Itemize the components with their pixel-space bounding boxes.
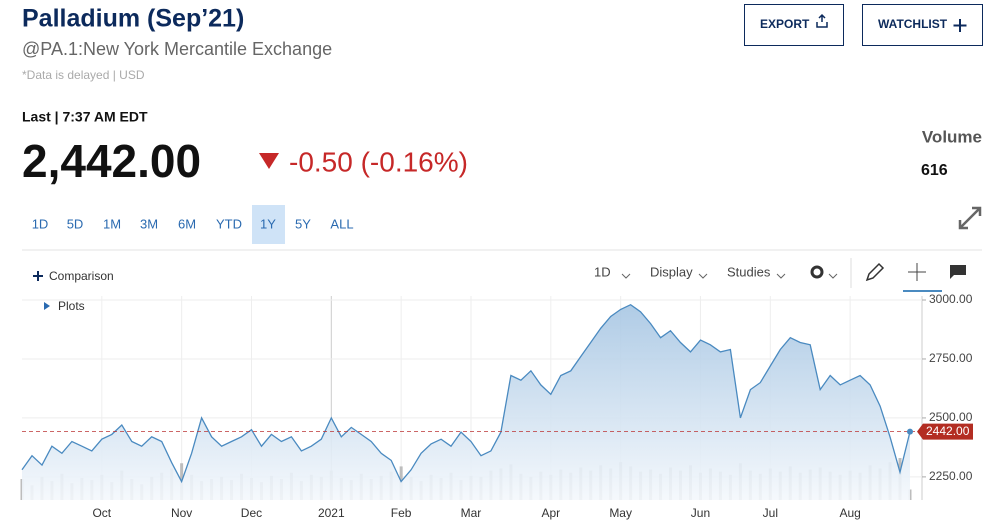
title: Palladium (Sep’21) xyxy=(22,5,244,33)
last-point xyxy=(907,428,913,435)
export-button[interactable]: EXPORT xyxy=(744,4,844,46)
x-tick-label: Nov xyxy=(171,506,192,520)
plus-icon xyxy=(33,271,43,281)
x-tick-label: Aug xyxy=(839,506,860,520)
display[interactable]: Display xyxy=(650,264,693,279)
note: *Data is delayed | USD xyxy=(22,68,145,82)
comment-icon[interactable] xyxy=(950,265,966,279)
x-tick-label: 2021 xyxy=(318,506,345,520)
crosshair-icon[interactable] xyxy=(908,263,926,281)
x-tick-label: Dec xyxy=(241,506,262,520)
range-button[interactable]: ALL xyxy=(330,216,353,231)
last-price-box xyxy=(917,423,973,440)
plot: Oct Nov Dec 2021 Feb Mar Apr May Jun Jul Aug 2250.0… xyxy=(20,292,973,520)
x-tick-label: Jun xyxy=(691,506,710,520)
x-tick-label: Jul xyxy=(763,506,778,520)
area-fill xyxy=(22,304,910,500)
button-label: WATCHLIST xyxy=(878,17,948,31)
interval[interactable]: 1D xyxy=(594,264,611,279)
x-tick-label: May xyxy=(609,506,632,520)
studies[interactable]: Studies xyxy=(727,264,771,279)
range-button[interactable]: 5D xyxy=(67,216,84,231)
price: 2,442.00 xyxy=(22,135,201,187)
watchlist-button[interactable]: WATCHLIST xyxy=(862,4,983,46)
y-tick-label: 2500.00 xyxy=(929,410,973,424)
settings-icon[interactable] xyxy=(810,265,824,279)
y-tick-label: 3000.00 xyxy=(929,292,973,306)
x-tick-label: Oct xyxy=(92,506,111,520)
range-button[interactable]: 1Y xyxy=(260,216,276,231)
price-line xyxy=(21,303,911,484)
range-button[interactable]: 6M xyxy=(178,216,196,231)
symbol: @PA.1:New York Mercantile Exchange xyxy=(22,39,332,59)
last-price-label: 2442.00 xyxy=(926,424,970,438)
x-tick-label: Feb xyxy=(391,506,412,520)
volume: 616 xyxy=(921,162,948,179)
export-icon xyxy=(816,13,828,28)
range-button[interactable]: YTD xyxy=(216,216,242,231)
active-range xyxy=(252,205,285,244)
plots-arrow xyxy=(44,302,50,310)
volume-label: Volume xyxy=(922,127,982,146)
y-tick-label: 2250.00 xyxy=(929,469,973,483)
comparison[interactable]: Comparison xyxy=(49,269,114,283)
range-button[interactable]: 5Y xyxy=(295,216,311,231)
x-tick-label: Mar xyxy=(461,506,482,520)
chevrons xyxy=(621,273,838,279)
x-tick-label: Apr xyxy=(541,506,560,520)
plus-icon xyxy=(953,19,967,32)
range-button[interactable]: 1D xyxy=(32,216,49,231)
expand-icon[interactable] xyxy=(958,206,982,230)
draw-icon[interactable] xyxy=(865,262,885,282)
range-button[interactable]: 1M xyxy=(103,216,121,231)
y-tick-label: 2750.00 xyxy=(929,351,973,365)
button-label: EXPORT xyxy=(760,17,810,31)
last-label: Last | 7:37 AM EDT xyxy=(22,109,148,125)
down-arrow xyxy=(259,153,279,169)
change: -0.50 (-0.16%) xyxy=(289,146,468,177)
plots[interactable]: Plots xyxy=(58,299,85,313)
range-bar: 1D 5D 1M 3M 6M YTD 1Y 5Y ALL xyxy=(32,216,354,231)
range-button[interactable]: 3M xyxy=(140,216,158,231)
